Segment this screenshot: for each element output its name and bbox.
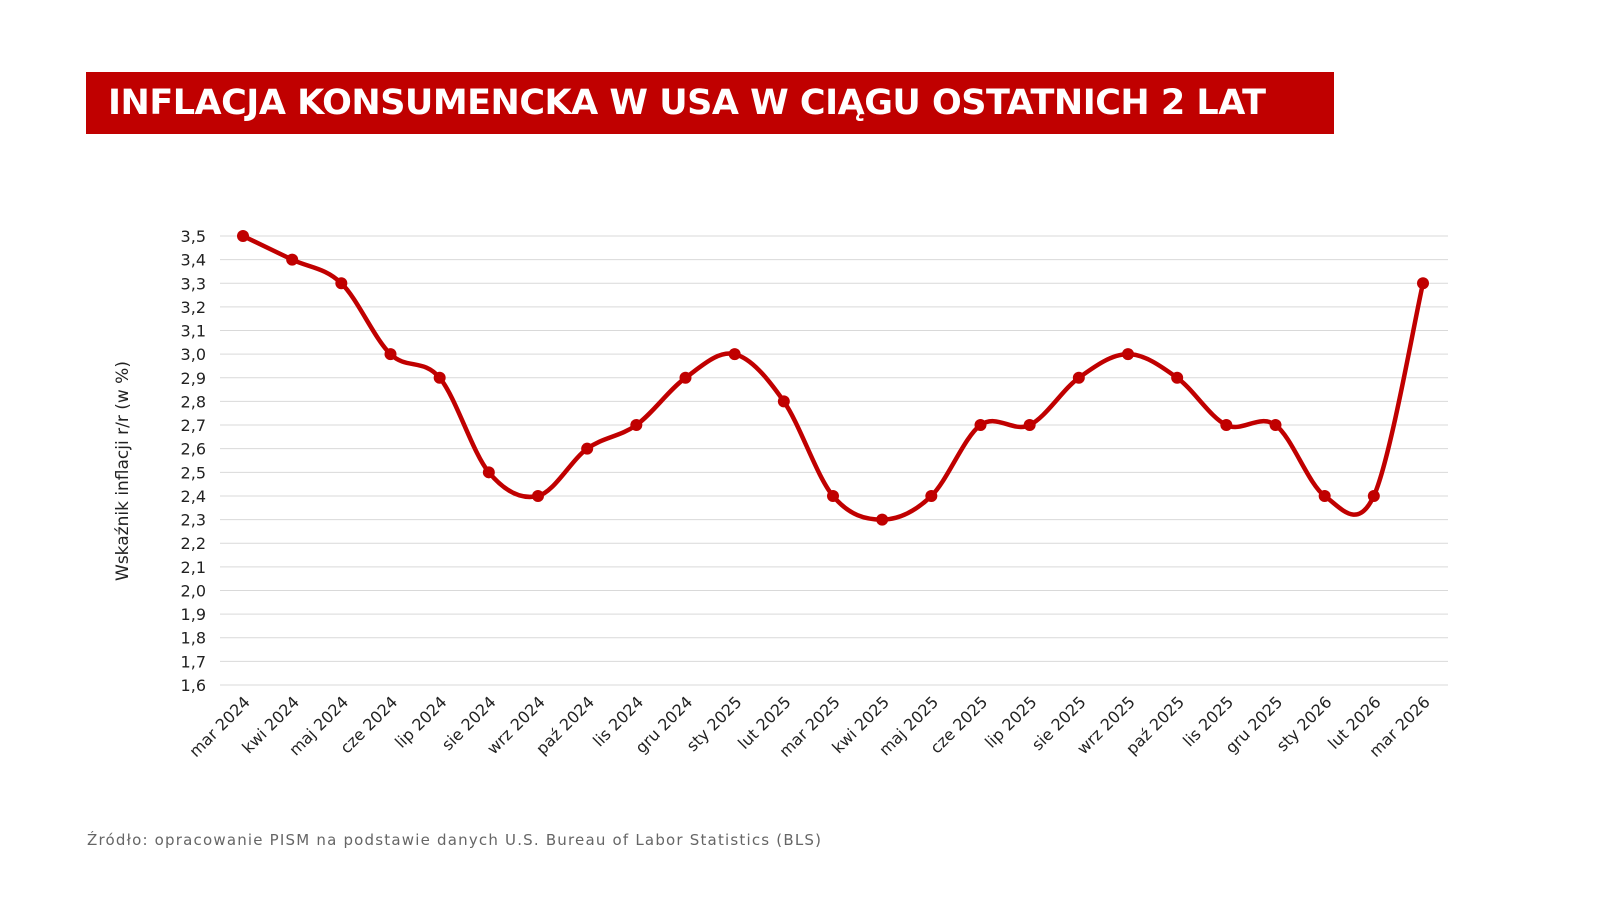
y-tick-label: 3,2 — [181, 298, 206, 317]
data-point — [1318, 489, 1331, 502]
x-tick-label: mar 2024 — [185, 692, 253, 760]
y-tick-label: 2,3 — [181, 511, 206, 530]
data-point — [925, 489, 938, 502]
title-banner: INFLACJA KONSUMENCKA W USA W CIĄGU OSTAT… — [86, 72, 1334, 134]
y-tick-label: 1,6 — [181, 676, 206, 695]
chart-title: INFLACJA KONSUMENCKA W USA W CIĄGU OSTAT… — [108, 83, 1266, 123]
series-line — [242, 233, 1426, 522]
data-point — [777, 395, 790, 408]
y-tick-label: 3,5 — [181, 227, 206, 246]
data-point — [974, 419, 987, 432]
y-tick-label: 2,4 — [181, 487, 206, 506]
data-point — [1171, 371, 1184, 384]
data-point — [237, 230, 249, 242]
data-point — [728, 348, 741, 361]
data-point — [335, 277, 348, 290]
y-tick-label: 2,7 — [181, 416, 206, 435]
data-point — [827, 489, 839, 502]
y-tick-label: 2,9 — [181, 369, 206, 388]
data-point — [1072, 371, 1085, 384]
data-point — [679, 371, 692, 384]
data-point — [1220, 419, 1233, 432]
data-point — [1269, 419, 1282, 432]
y-tick-label: 1,9 — [181, 605, 206, 624]
y-tick-label: 2,8 — [181, 392, 206, 411]
data-point — [581, 442, 594, 455]
data-point — [1122, 348, 1134, 361]
source-note: Źródło: opracowanie PISM na podstawie da… — [87, 831, 823, 849]
data-point — [876, 513, 889, 526]
data-point — [1417, 277, 1429, 290]
y-tick-label: 2,6 — [181, 440, 206, 459]
y-tick-label: 2,2 — [181, 534, 206, 553]
y-tick-label: 2,1 — [181, 558, 206, 577]
data-point — [286, 253, 299, 266]
data-point — [384, 348, 397, 361]
data-point — [1367, 489, 1380, 502]
y-tick-label: 1,8 — [181, 629, 206, 648]
data-point — [482, 466, 495, 479]
data-point — [532, 489, 544, 502]
y-tick-label: 2,0 — [181, 581, 206, 600]
y-tick-label: 1,7 — [181, 652, 206, 671]
y-axis-label: Wskaźnik inflacji r/r (w %) — [113, 361, 133, 581]
y-tick-label: 2,5 — [181, 463, 206, 482]
y-tick-label: 3,4 — [181, 251, 206, 270]
data-point — [433, 371, 446, 384]
data-point — [630, 419, 643, 432]
y-tick-label: 3,3 — [181, 274, 206, 293]
y-tick-label: 3,1 — [181, 322, 206, 341]
data-point — [1023, 419, 1036, 432]
y-tick-label: 3,0 — [181, 345, 206, 364]
